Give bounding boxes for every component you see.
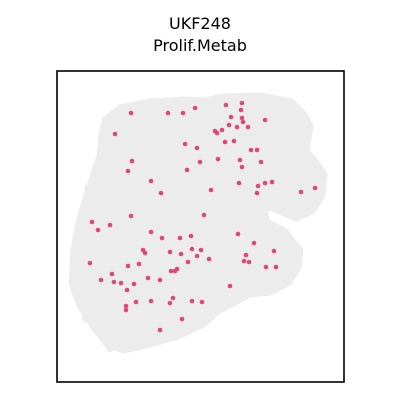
data-point <box>202 213 207 218</box>
data-point <box>190 247 195 252</box>
data-point <box>132 282 137 287</box>
data-point <box>263 181 268 186</box>
data-point <box>129 214 134 219</box>
data-point <box>216 157 221 162</box>
data-point <box>90 220 95 225</box>
data-point <box>223 140 228 145</box>
data-point <box>149 299 154 304</box>
data-point <box>236 232 241 237</box>
data-point <box>149 179 154 184</box>
data-point <box>232 139 237 144</box>
data-point <box>168 301 173 306</box>
tissue-edge-spot <box>106 344 114 352</box>
tissue-edge-spot <box>72 258 80 266</box>
data-point <box>88 261 93 266</box>
data-point <box>224 103 229 108</box>
data-point <box>189 234 194 239</box>
data-point <box>242 259 247 264</box>
data-point <box>200 300 205 305</box>
data-point <box>209 188 214 193</box>
data-point <box>274 265 279 270</box>
data-point <box>168 250 173 255</box>
data-point <box>264 265 269 270</box>
data-point <box>238 158 243 163</box>
data-point <box>244 253 249 258</box>
data-point <box>158 278 163 283</box>
data-point <box>166 111 171 116</box>
data-point <box>256 184 261 189</box>
data-point <box>195 146 200 151</box>
data-point <box>108 223 113 228</box>
data-point <box>207 257 212 262</box>
data-point <box>143 251 148 256</box>
data-point <box>146 276 151 281</box>
data-point <box>249 148 254 153</box>
tissue-edge-spot <box>92 164 100 172</box>
data-point <box>186 260 191 265</box>
data-point <box>180 317 185 322</box>
data-point <box>112 280 117 285</box>
data-point <box>173 269 178 274</box>
data-point <box>158 328 163 333</box>
data-point <box>240 116 245 121</box>
data-point <box>160 236 165 241</box>
tissue-background <box>70 94 326 352</box>
data-point <box>240 165 245 170</box>
data-point <box>235 125 240 130</box>
data-point <box>229 115 234 120</box>
data-point <box>171 296 176 301</box>
data-point <box>96 228 101 233</box>
data-point <box>252 241 257 246</box>
data-point <box>259 160 264 165</box>
tissue-region <box>70 94 326 352</box>
data-point <box>198 160 203 165</box>
data-point <box>134 300 139 305</box>
data-point <box>178 236 183 241</box>
data-point <box>313 186 318 191</box>
data-point <box>195 254 200 259</box>
data-point <box>228 284 233 289</box>
data-point <box>126 264 131 269</box>
data-point <box>270 180 275 185</box>
data-point <box>247 260 252 265</box>
data-point <box>159 191 164 196</box>
tissue-edge-spot <box>82 314 90 322</box>
data-point <box>237 181 242 186</box>
data-point <box>255 191 260 196</box>
data-point <box>125 288 130 293</box>
data-point <box>255 148 260 153</box>
data-point <box>183 142 188 147</box>
tissue-edge-spot <box>76 294 84 302</box>
data-point <box>126 169 131 174</box>
data-point <box>130 159 135 164</box>
data-point <box>169 269 174 274</box>
data-point <box>179 252 184 257</box>
data-point <box>124 308 129 313</box>
data-point <box>272 249 277 254</box>
data-point <box>215 131 220 136</box>
tissue-edge-spot <box>84 184 92 192</box>
data-point <box>119 281 124 286</box>
data-point <box>193 106 198 111</box>
data-point <box>227 123 232 128</box>
data-point <box>124 304 129 309</box>
data-point <box>129 111 134 116</box>
data-point <box>246 125 251 130</box>
data-point <box>199 248 204 253</box>
data-point <box>240 101 245 106</box>
data-point <box>149 230 154 235</box>
data-point <box>190 299 195 304</box>
data-point <box>137 262 142 267</box>
data-point <box>181 111 186 116</box>
data-point <box>113 132 118 137</box>
data-point <box>299 190 304 195</box>
data-point <box>220 128 225 133</box>
data-point <box>241 120 246 125</box>
data-point <box>239 108 244 113</box>
data-point <box>99 278 104 283</box>
data-point <box>110 272 115 277</box>
data-point <box>185 168 190 173</box>
data-point <box>263 118 268 123</box>
